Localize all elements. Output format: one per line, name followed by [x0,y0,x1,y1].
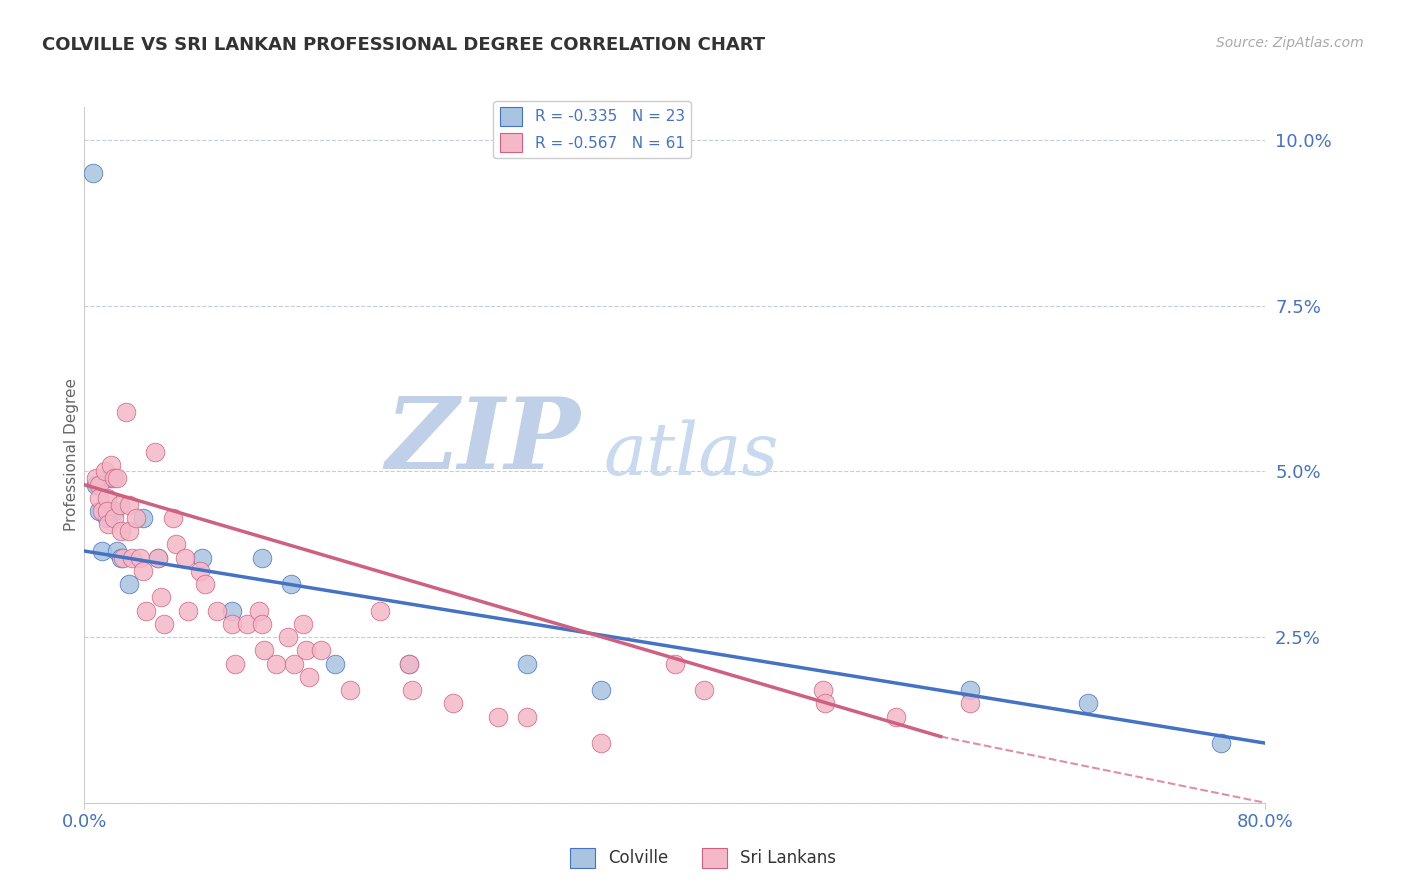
Point [309,643,332,657]
Point [235,616,259,631]
Point [94,465,117,479]
Point [277,630,299,644]
Point [96,504,118,518]
Point [191,550,214,565]
Legend: R = -0.335   N = 23, R = -0.567   N = 61: R = -0.335 N = 23, R = -0.567 N = 61 [494,101,690,158]
Point [153,616,176,631]
Point [87,491,111,505]
Point [221,604,243,618]
Point [118,577,141,591]
Point [221,616,243,631]
Point [114,405,136,419]
Point [368,604,391,618]
Point [162,511,184,525]
Point [295,643,318,657]
Point [135,604,157,618]
Point [959,683,981,698]
Point [516,709,538,723]
Point [100,471,122,485]
Point [886,709,908,723]
Point [398,657,420,671]
Point [959,697,981,711]
Point [118,524,141,538]
Point [103,471,125,485]
Point [103,504,125,518]
Point [108,498,131,512]
Point [177,604,200,618]
Point [82,166,104,180]
Text: ZIP: ZIP [385,392,581,489]
Point [118,498,141,512]
Legend: Colville, Sri Lankans: Colville, Sri Lankans [564,841,842,875]
Point [298,670,321,684]
Point [401,683,423,698]
Point [84,471,107,485]
Point [814,697,837,711]
Point [165,537,187,551]
Point [173,550,195,565]
Point [87,477,111,491]
Text: Source: ZipAtlas.com: Source: ZipAtlas.com [1216,36,1364,50]
Point [143,444,166,458]
Point [84,477,107,491]
Point [323,657,347,671]
Point [591,736,613,750]
Point [132,511,155,525]
Point [96,491,118,505]
Point [132,564,155,578]
Point [91,544,114,558]
Point [283,657,305,671]
Point [247,604,270,618]
Point [110,550,132,565]
Point [1077,697,1099,711]
Point [291,616,314,631]
Point [188,564,211,578]
Point [150,591,173,605]
Point [148,550,170,565]
Point [250,616,273,631]
Point [441,697,464,711]
Point [693,683,716,698]
Point [100,458,122,472]
Point [253,643,276,657]
Point [591,683,613,698]
Point [1209,736,1232,750]
Point [280,577,302,591]
Point [486,709,509,723]
Point [91,504,114,518]
Point [111,550,134,565]
Point [125,511,148,525]
Point [96,511,118,525]
Point [194,577,217,591]
Point [398,657,420,671]
Y-axis label: Professional Degree: Professional Degree [63,378,79,532]
Point [811,683,834,698]
Point [516,657,538,671]
Point [87,504,111,518]
Point [224,657,246,671]
Point [103,511,125,525]
Point [110,524,132,538]
Point [105,544,128,558]
Point [264,657,288,671]
Point [339,683,361,698]
Point [121,550,143,565]
Point [205,604,228,618]
Point [105,471,128,485]
Point [664,657,686,671]
Point [129,550,152,565]
Text: COLVILLE VS SRI LANKAN PROFESSIONAL DEGREE CORRELATION CHART: COLVILLE VS SRI LANKAN PROFESSIONAL DEGR… [42,36,765,54]
Point [97,517,120,532]
Point [250,550,273,565]
Text: atlas: atlas [605,419,779,491]
Point [148,550,170,565]
